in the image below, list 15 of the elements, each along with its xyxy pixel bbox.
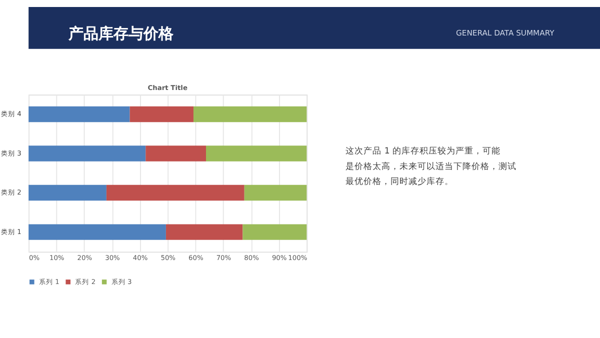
bar bbox=[242, 224, 307, 240]
bar bbox=[28, 146, 146, 162]
bar bbox=[244, 184, 307, 201]
bar bbox=[28, 224, 166, 240]
text: 这次产品 1 的库存积压较为严重，可能是价格太高，未来可以适当下降价格，测试最优价格，同时减少库存。 bbox=[346, 146, 517, 188]
bar bbox=[193, 106, 307, 122]
bar bbox=[130, 106, 194, 122]
text: GENERAL DATA SUMMARY bbox=[456, 28, 555, 38]
chart-title: 产品库存与价格 bbox=[68, 24, 175, 42]
bar bbox=[28, 106, 130, 122]
bar bbox=[166, 224, 243, 240]
bar bbox=[28, 184, 106, 201]
bar bbox=[206, 146, 307, 162]
bar bbox=[146, 146, 206, 162]
bar bbox=[106, 184, 244, 201]
